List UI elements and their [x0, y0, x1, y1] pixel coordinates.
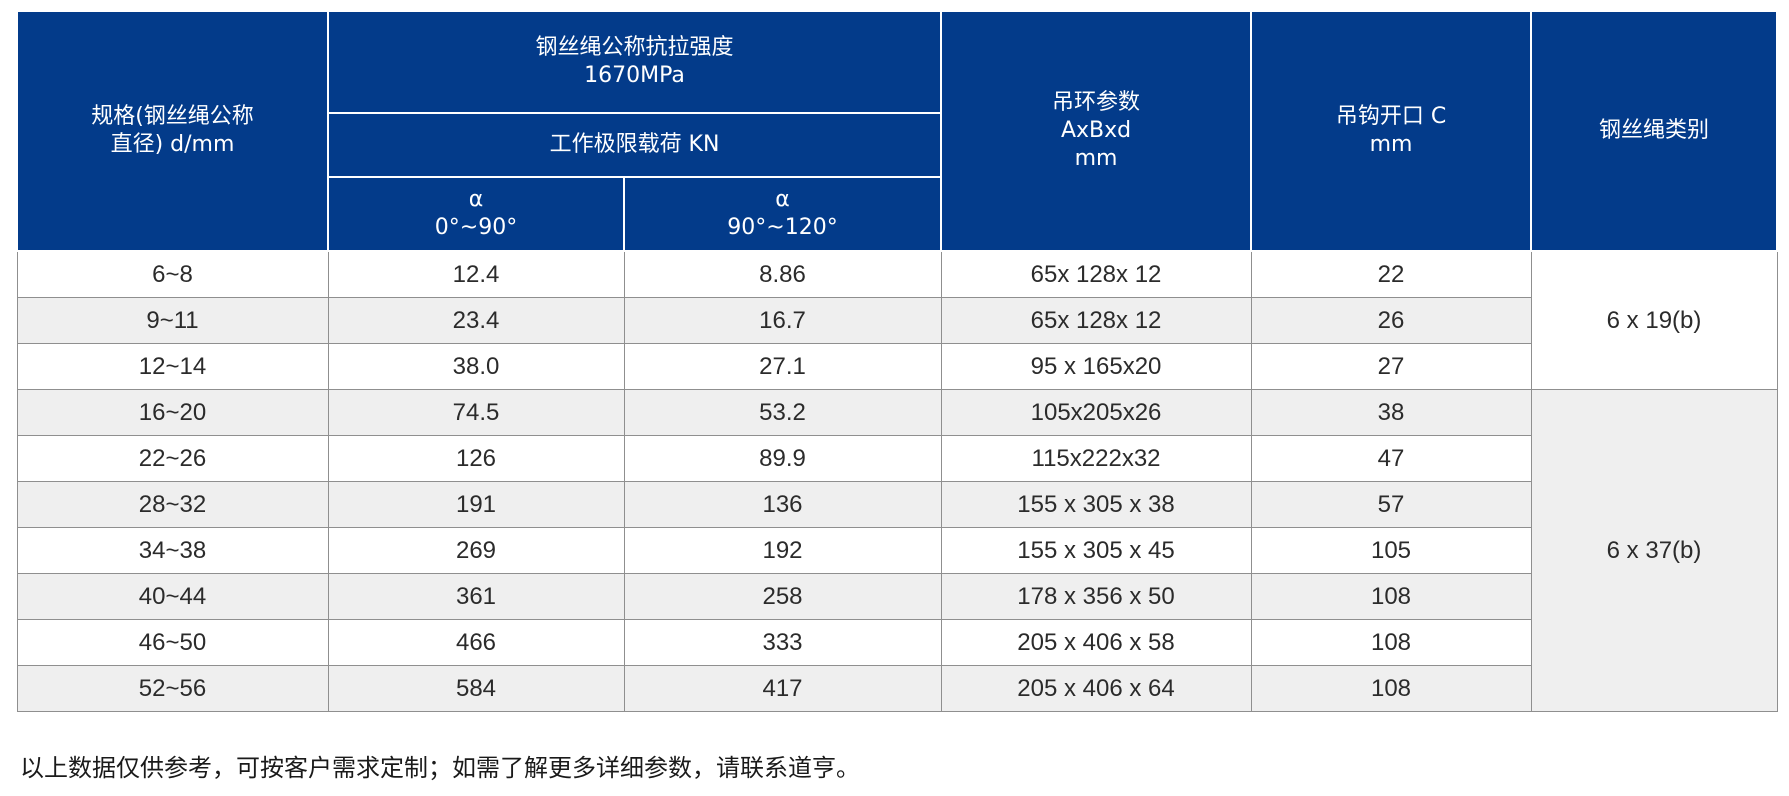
- header-ring-params: 吊环参数 AxBxd mm: [940, 10, 1253, 252]
- header-rope-category: 钢丝绳类别: [1530, 10, 1779, 252]
- table-row: 22~26 126 89.9 115x222x32 47: [16, 435, 1777, 482]
- cell-ring-params: 205 x 406 x 58: [940, 619, 1252, 666]
- cell-load-alpha-0-90: 191: [327, 481, 625, 528]
- cell-spec: 52~56: [16, 665, 329, 712]
- table-header: 规格(钢丝绳公称 直径) d/mm 钢丝绳公称抗拉强度 1670MPa 吊环参数…: [16, 10, 1779, 252]
- table-row: 16~20 74.5 53.2 105x205x26 38 6 x 37(b): [16, 389, 1778, 712]
- cell-load-alpha-0-90: 269: [327, 527, 625, 574]
- cell-hook-opening: 108: [1250, 573, 1532, 620]
- cell-spec: 40~44: [16, 573, 329, 620]
- cell-load-alpha-90-120: 192: [623, 527, 942, 574]
- cell-load-alpha-90-120: 258: [623, 573, 942, 620]
- cell-ring-params: 115x222x32: [940, 435, 1252, 482]
- cell-ring-params: 155 x 305 x 38: [940, 481, 1252, 528]
- cell-spec: 28~32: [16, 481, 329, 528]
- header-alpha-90-120: α 90°~120°: [622, 176, 943, 252]
- cell-ring-params: 95 x 165x20: [940, 343, 1252, 390]
- cell-spec: 34~38: [16, 527, 329, 574]
- cell-spec: 22~26: [16, 435, 329, 482]
- cell-spec: 12~14: [16, 343, 329, 390]
- cell-spec: 46~50: [16, 619, 329, 666]
- cell-hook-opening: 108: [1250, 619, 1532, 666]
- header-alpha-0-90: α 0°~90°: [327, 176, 625, 252]
- cell-load-alpha-90-120: 333: [623, 619, 942, 666]
- cell-load-alpha-90-120: 417: [623, 665, 942, 712]
- cell-load-alpha-0-90: 126: [327, 435, 625, 482]
- cell-load-alpha-0-90: 12.4: [327, 250, 625, 298]
- cell-load-alpha-90-120: 53.2: [623, 389, 942, 436]
- cell-load-alpha-0-90: 23.4: [327, 297, 625, 344]
- spec-table: 规格(钢丝绳公称 直径) d/mm 钢丝绳公称抗拉强度 1670MPa 吊环参数…: [16, 10, 1779, 712]
- header-spec: 规格(钢丝绳公称 直径) d/mm: [16, 10, 329, 252]
- cell-rope-category: 6 x 19(b): [1530, 250, 1778, 390]
- cell-hook-opening: 22: [1250, 250, 1532, 298]
- cell-load-alpha-0-90: 584: [327, 665, 625, 712]
- cell-load-alpha-90-120: 8.86: [623, 250, 942, 298]
- cell-ring-params: 178 x 356 x 50: [940, 573, 1252, 620]
- cell-load-alpha-0-90: 74.5: [327, 389, 625, 436]
- cell-ring-params: 155 x 305 x 45: [940, 527, 1252, 574]
- table-row: 28~32 191 136 155 x 305 x 38 57: [16, 481, 1777, 528]
- cell-load-alpha-0-90: 361: [327, 573, 625, 620]
- cell-load-alpha-0-90: 466: [327, 619, 625, 666]
- cell-hook-opening: 57: [1250, 481, 1532, 528]
- table-body: 6~8 12.4 8.86 65x 128x 12 22 6 x 19(b) 9~11 23.…: [16, 250, 1778, 712]
- cell-load-alpha-90-120: 89.9: [623, 435, 942, 482]
- table-row: 46~50 466 333 205 x 406 x 58 108: [16, 619, 1777, 666]
- cell-spec: 6~8: [16, 250, 329, 298]
- table-row: 6~8 12.4 8.86 65x 128x 12 22 6 x 19(b): [16, 250, 1778, 390]
- cell-hook-opening: 26: [1250, 297, 1532, 344]
- cell-ring-params: 65x 128x 12: [940, 250, 1252, 298]
- cell-load-alpha-90-120: 16.7: [623, 297, 942, 344]
- table-row: 12~14 38.0 27.1 95 x 165x20 27: [16, 343, 1777, 390]
- table-row: 9~11 23.4 16.7 65x 128x 12 26: [16, 297, 1777, 344]
- cell-hook-opening: 38: [1250, 389, 1532, 436]
- cell-hook-opening: 47: [1250, 435, 1532, 482]
- cell-load-alpha-90-120: 136: [623, 481, 942, 528]
- cell-hook-opening: 108: [1250, 665, 1532, 712]
- cell-ring-params: 65x 128x 12: [940, 297, 1252, 344]
- table-row: 40~44 361 258 178 x 356 x 50 108: [16, 573, 1777, 620]
- cell-load-alpha-90-120: 27.1: [623, 343, 942, 390]
- cell-ring-params: 205 x 406 x 64: [940, 665, 1252, 712]
- cell-rope-category: 6 x 37(b): [1530, 389, 1778, 712]
- header-strength: 钢丝绳公称抗拉强度 1670MPa: [326, 10, 943, 114]
- cell-spec: 16~20: [16, 389, 329, 436]
- header-working-load: 工作极限载荷 KN: [326, 112, 943, 178]
- cell-ring-params: 105x205x26: [940, 389, 1252, 436]
- table-row: 34~38 269 192 155 x 305 x 45 105: [16, 527, 1777, 574]
- header-hook-opening: 吊钩开口 C mm: [1250, 10, 1533, 252]
- cell-load-alpha-0-90: 38.0: [327, 343, 625, 390]
- footnote: 以上数据仅供参考，可按客户需求定制；如需了解更多详细参数，请联系道亨。: [20, 754, 860, 782]
- cell-hook-opening: 105: [1250, 527, 1532, 574]
- cell-hook-opening: 27: [1250, 343, 1532, 390]
- cell-spec: 9~11: [16, 297, 329, 344]
- table-row: 52~56 584 417 205 x 406 x 64 108: [16, 665, 1777, 712]
